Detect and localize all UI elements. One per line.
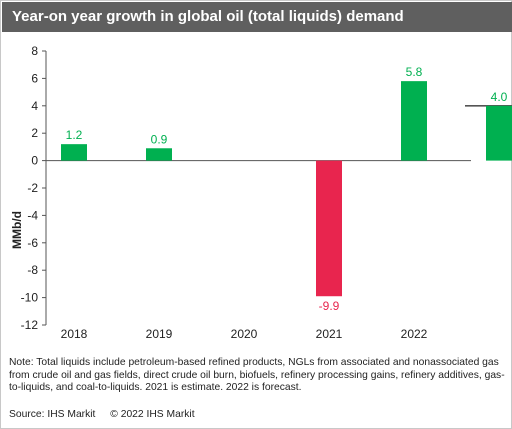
bar: [401, 81, 427, 161]
footnote: Note: Total liquids include petroleum-ba…: [9, 357, 505, 394]
bar-data-label: 5.8: [406, 65, 423, 79]
y-tick-label: -2: [27, 181, 38, 195]
x-tick-label: 2021: [316, 327, 343, 341]
y-tick-label: 8: [31, 44, 38, 58]
bar: [61, 144, 87, 161]
copyright-text: © 2022 IHS Markit: [110, 409, 195, 420]
y-tick-label: -8: [27, 263, 38, 277]
x-tick-label: 2022: [401, 327, 428, 341]
y-tick-label: -12: [21, 318, 39, 332]
source-text: Source: IHS Markit: [9, 409, 96, 420]
source-line: Source: IHS Markit © 2022 IHS Markit: [9, 409, 195, 420]
y-tick-label: 4: [31, 99, 38, 113]
y-axis-title: MMb/d: [10, 211, 24, 249]
x-tick-label: 2020: [231, 327, 258, 341]
x-tick-label: 2018: [61, 327, 88, 341]
title-bar: Year-on year growth in global oil (total…: [2, 2, 512, 32]
y-tick-label: 6: [31, 71, 38, 85]
bar-data-label: 0.9: [151, 132, 168, 146]
y-tick-label: -4: [27, 208, 38, 222]
bar: [146, 148, 172, 161]
y-tick-label: 0: [31, 154, 38, 168]
bar: [486, 105, 512, 161]
bar-data-label: 4.0: [491, 90, 508, 104]
chart-title: Year-on year growth in global oil (total…: [12, 8, 404, 25]
bar-chart: 8 6 4 2 0 -2 -4 -6 -8 -10 -12 MMb/d 1.2 0.9 -9.9 5.8 4.0…: [10, 44, 512, 341]
y-tick-label: 2: [31, 126, 38, 140]
bar-data-label: -9.9: [319, 299, 340, 313]
bar-data-label: 1.2: [66, 128, 83, 142]
y-tick-label: -6: [27, 236, 38, 250]
x-tick-label: 2019: [146, 327, 173, 341]
y-tick-label: -10: [21, 291, 39, 305]
bar: [316, 160, 342, 297]
